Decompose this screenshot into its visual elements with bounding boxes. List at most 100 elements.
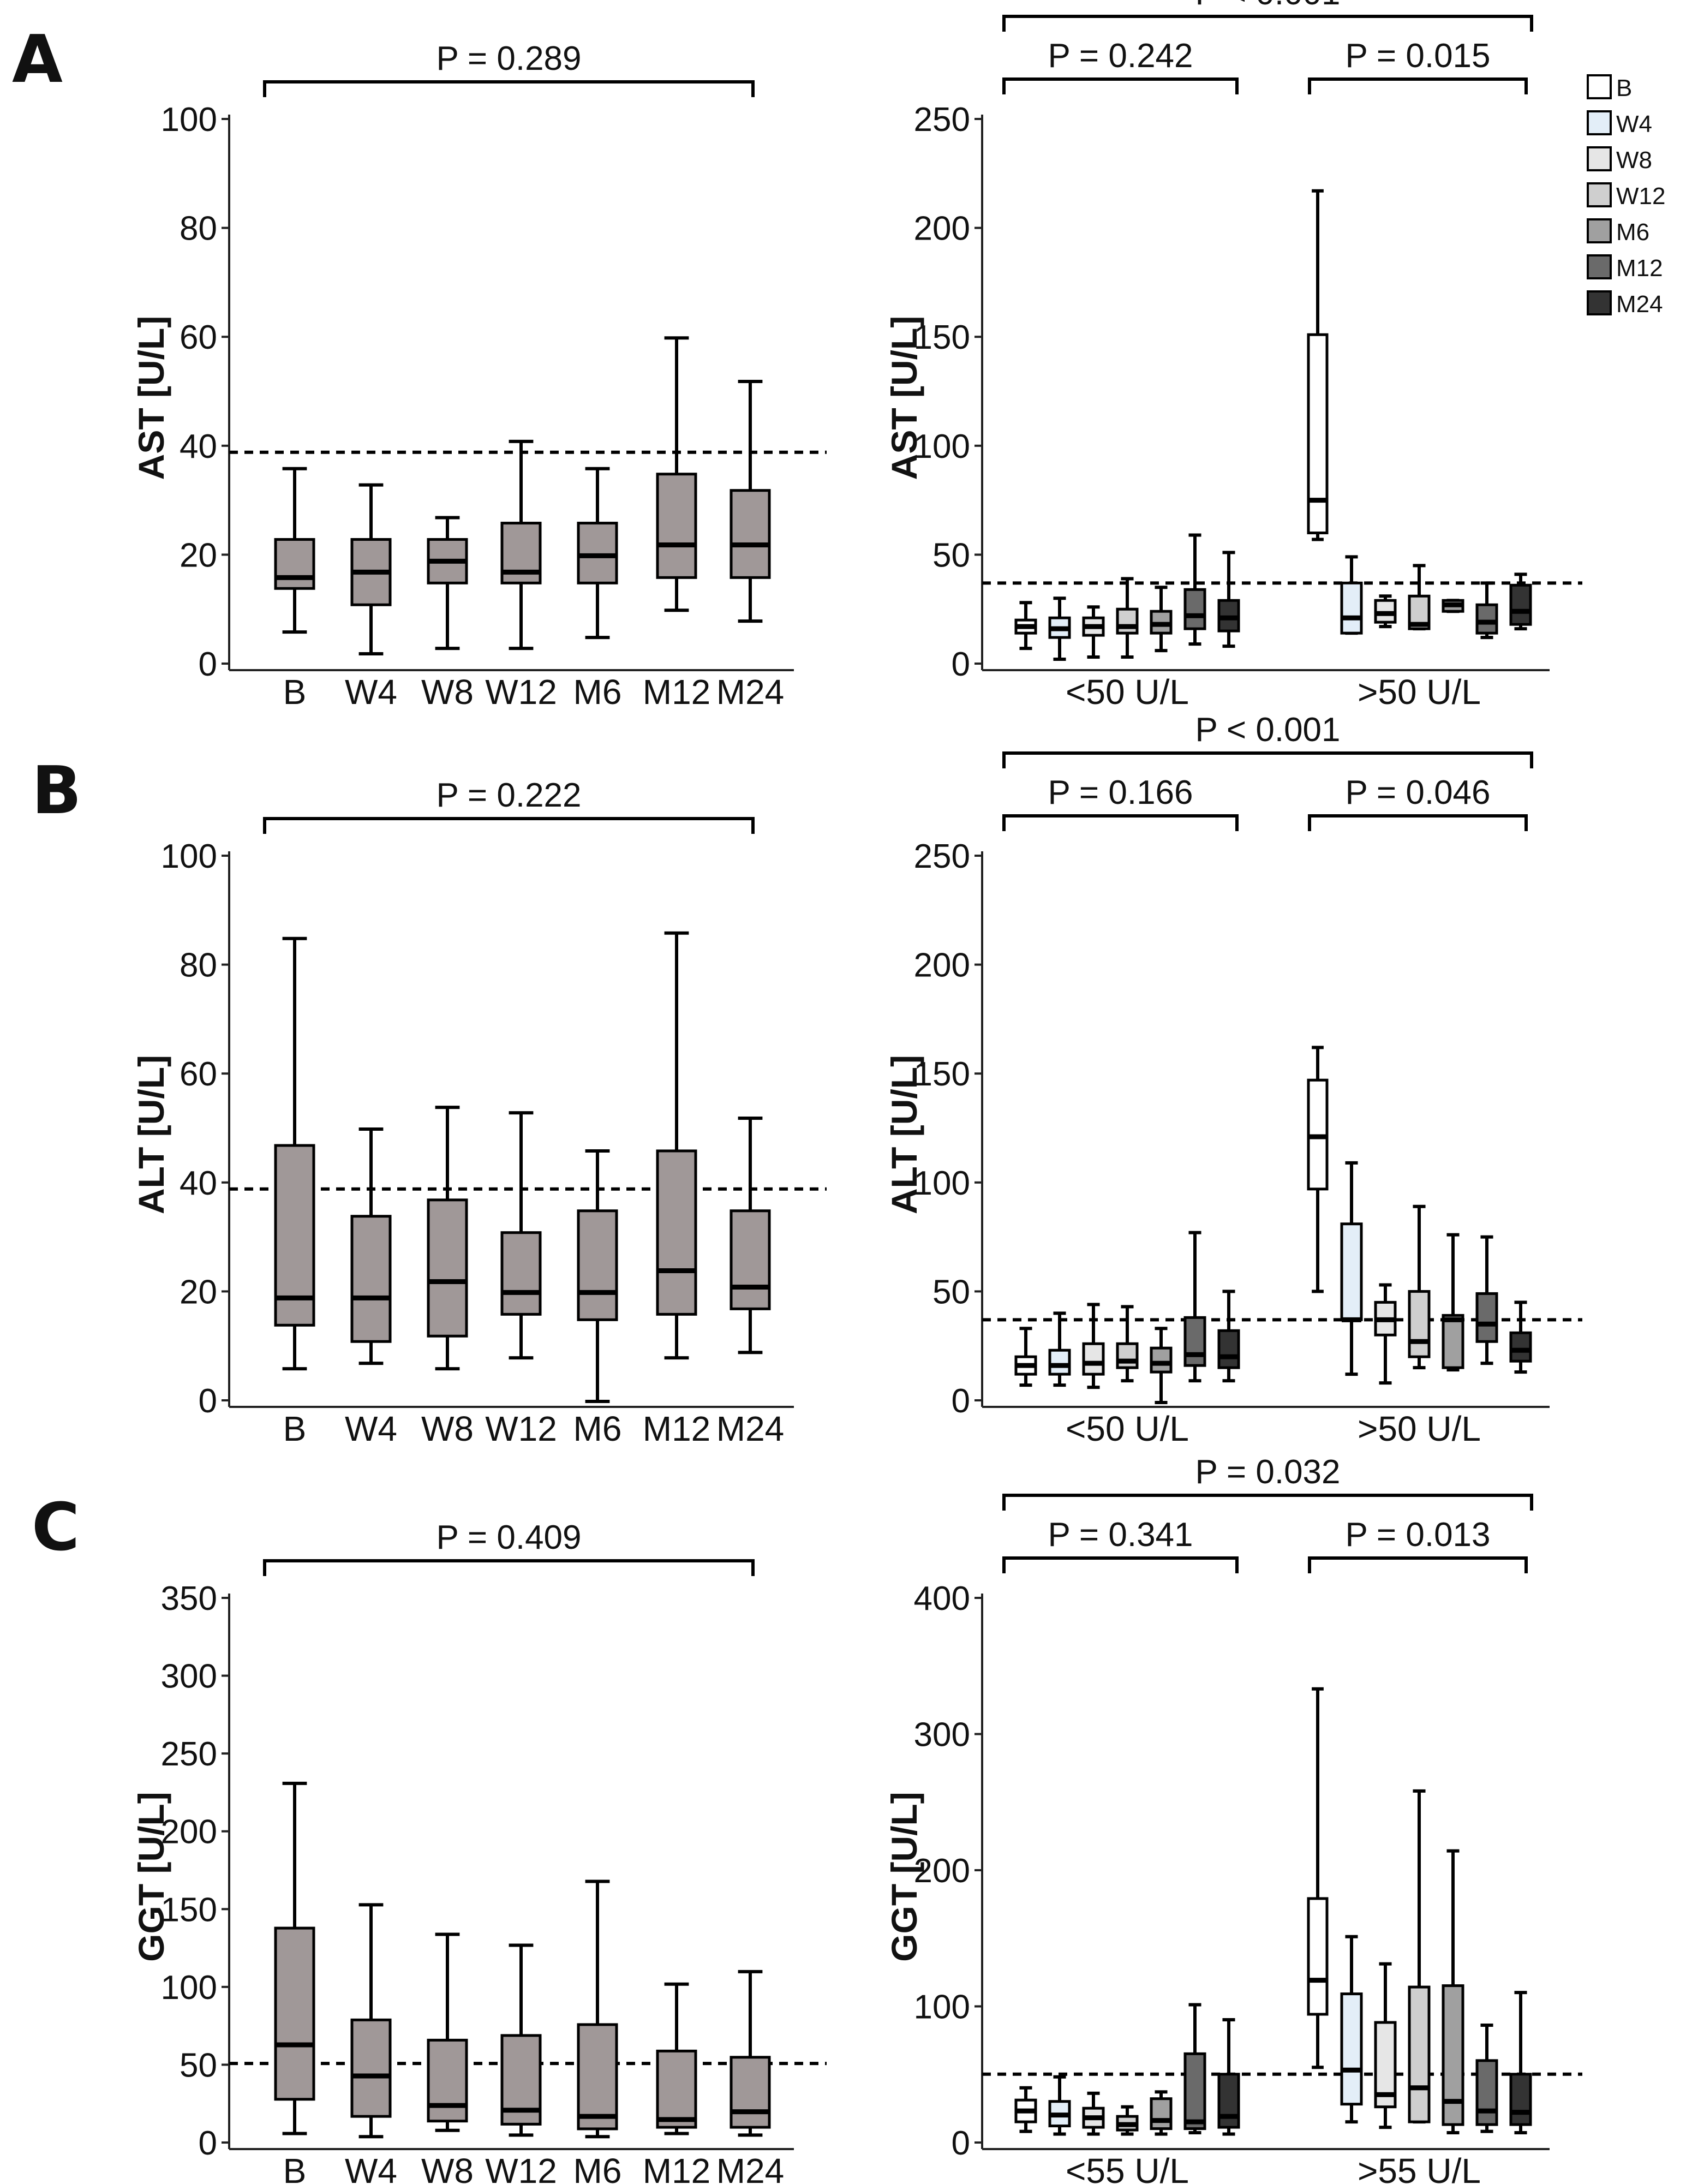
box-0-w4-box	[1048, 1348, 1071, 1376]
box-1-w4-box	[1340, 1992, 1363, 2106]
y-tick-label: 0	[199, 2125, 217, 2162]
box-w4-box	[350, 1215, 392, 1343]
chart-b-right: 0 50 100 150 200 250 ALT [U/L] <50 U/L >50 U/L P …	[884, 711, 1582, 1448]
chart-c-right: 0 100 200 300 400 GGT [U/L] <55 U/L >55 U/L P = …	[884, 1453, 1582, 2184]
panel-letter-a: A	[12, 22, 63, 98]
p-value-all-label: P < 0.001	[1195, 711, 1340, 749]
x-group-label: >50 U/L	[1358, 1409, 1481, 1448]
p-value-low-group-bracket	[1002, 77, 1239, 94]
p-value-all-bracket	[1002, 15, 1533, 32]
box-b-box	[274, 1926, 315, 2101]
y-tick-label: 100	[161, 838, 217, 875]
y-tick-label: 100	[914, 1989, 970, 2026]
y-axis-title: AST [U/L]	[131, 316, 171, 480]
legend-swatch-b	[1587, 74, 1612, 99]
x-category-label: W4	[345, 672, 397, 712]
box-w12-box	[500, 1231, 542, 1316]
p-value-high-group-label: P = 0.046	[1345, 774, 1490, 811]
group-1: >55 U/L	[1307, 1687, 1532, 2184]
y-tick-label: 100	[161, 1969, 217, 2007]
y-tick-label: 100	[161, 101, 217, 139]
p-value-all-label: P < 0.001	[1195, 0, 1340, 12]
box-m12-box	[656, 1149, 697, 1316]
y-tick-label: 0	[199, 646, 217, 683]
x-category-label: W8	[421, 672, 474, 712]
box-m12-box	[656, 2049, 697, 2129]
y-tick-label: 0	[952, 2125, 970, 2162]
x-group-label: <50 U/L	[1066, 672, 1189, 712]
x-category-label: W12	[485, 2151, 557, 2184]
p-value-overall-bracket	[263, 80, 755, 97]
x-category-label: W8	[421, 2151, 474, 2184]
x-category-label: W12	[485, 672, 557, 712]
y-tick-label: 0	[952, 646, 970, 683]
legend-swatch-m6	[1587, 218, 1612, 243]
legend-label-m12: M12	[1616, 255, 1663, 282]
box-w4-box	[350, 2018, 392, 2118]
box-m12-box	[656, 473, 697, 579]
box-1-m6-box	[1442, 1314, 1464, 1369]
y-tick-label: 20	[180, 536, 217, 574]
box-0-w12-box	[1116, 607, 1139, 635]
p-value-low-group-bracket	[1002, 814, 1239, 831]
x-category-label: B	[283, 672, 307, 712]
box-0-m24-box	[1217, 2073, 1240, 2129]
x-group-label: <50 U/L	[1066, 1409, 1189, 1448]
y-tick-label: 0	[199, 1382, 217, 1420]
box-1-m24-box	[1509, 1331, 1532, 1363]
y-tick-label: 350	[161, 1580, 217, 1618]
p-value-high-group-label: P = 0.015	[1345, 37, 1490, 75]
legend-swatch-m12	[1587, 254, 1612, 279]
box-1-w4-box	[1340, 1222, 1363, 1321]
x-category-label: M24	[716, 1409, 785, 1448]
p-value-all-label: P = 0.032	[1195, 1453, 1340, 1491]
legend-label-w12: W12	[1616, 183, 1665, 210]
box-1-w4-box	[1340, 581, 1363, 635]
x-category-label: M24	[716, 672, 785, 712]
box-b-box	[274, 538, 315, 590]
group-1: >50 U/L	[1307, 189, 1532, 712]
box-0-m12-box	[1183, 2052, 1206, 2131]
legend-label-m6: M6	[1616, 219, 1649, 246]
y-tick-label: 100	[914, 1165, 970, 1202]
p-value-low-group-label: P = 0.341	[1048, 1516, 1193, 1554]
y-tick-label: 150	[914, 319, 970, 356]
y-tick-label: 60	[180, 1055, 217, 1093]
p-value-overall-label: P = 0.409	[436, 1519, 581, 1556]
y-tick-label: 200	[914, 1852, 970, 1890]
p-value-low-group-bracket	[1002, 1556, 1239, 1573]
y-tick-label: 50	[180, 2046, 217, 2084]
p-value-all-bracket	[1002, 751, 1533, 768]
p-value-overall-label: P = 0.222	[436, 777, 581, 814]
box-w8-box	[427, 2038, 468, 2123]
legend-swatch-w12	[1587, 182, 1612, 207]
box-1-w12-box	[1408, 1290, 1431, 1358]
p-value-overall-label: P = 0.289	[436, 40, 581, 77]
box-w8-box	[427, 1198, 468, 1338]
p-value-low-group-label: P = 0.166	[1048, 774, 1193, 811]
panel-letter-b: B	[32, 753, 81, 829]
y-tick-label: 400	[914, 1580, 970, 1618]
y-axis-title: GGT [U/L]	[884, 1792, 924, 1962]
box-1-m24-box	[1509, 583, 1532, 626]
box-0-m6-box	[1150, 1346, 1173, 1374]
y-tick-label: 250	[914, 101, 970, 139]
group-0: <50 U/L	[1014, 1231, 1240, 1448]
y-axis-title: ALT [U/L]	[884, 1055, 924, 1214]
box-0-m24-box	[1217, 1329, 1240, 1369]
chart-a-right: 0 50 100 150 200 250 AST [U/L] <50 U/L >50 U/L P …	[884, 0, 1582, 712]
box-m24-box	[730, 1209, 771, 1310]
panel-letter-c: C	[32, 1490, 80, 1566]
box-1-m12-box	[1475, 603, 1498, 635]
y-tick-label: 250	[914, 838, 970, 875]
group-0: <50 U/L	[1014, 533, 1240, 712]
x-category-label: M24	[716, 2151, 785, 2184]
legend-label-w8: W8	[1616, 147, 1652, 174]
box-m6-box	[577, 522, 618, 584]
y-axis-title: ALT [U/L]	[131, 1055, 171, 1214]
y-tick-label: 150	[914, 1055, 970, 1093]
p-value-low-group-label: P = 0.242	[1048, 37, 1193, 75]
y-axis-title: GGT [U/L]	[131, 1792, 171, 1962]
y-axis-title: AST [U/L]	[884, 316, 924, 480]
